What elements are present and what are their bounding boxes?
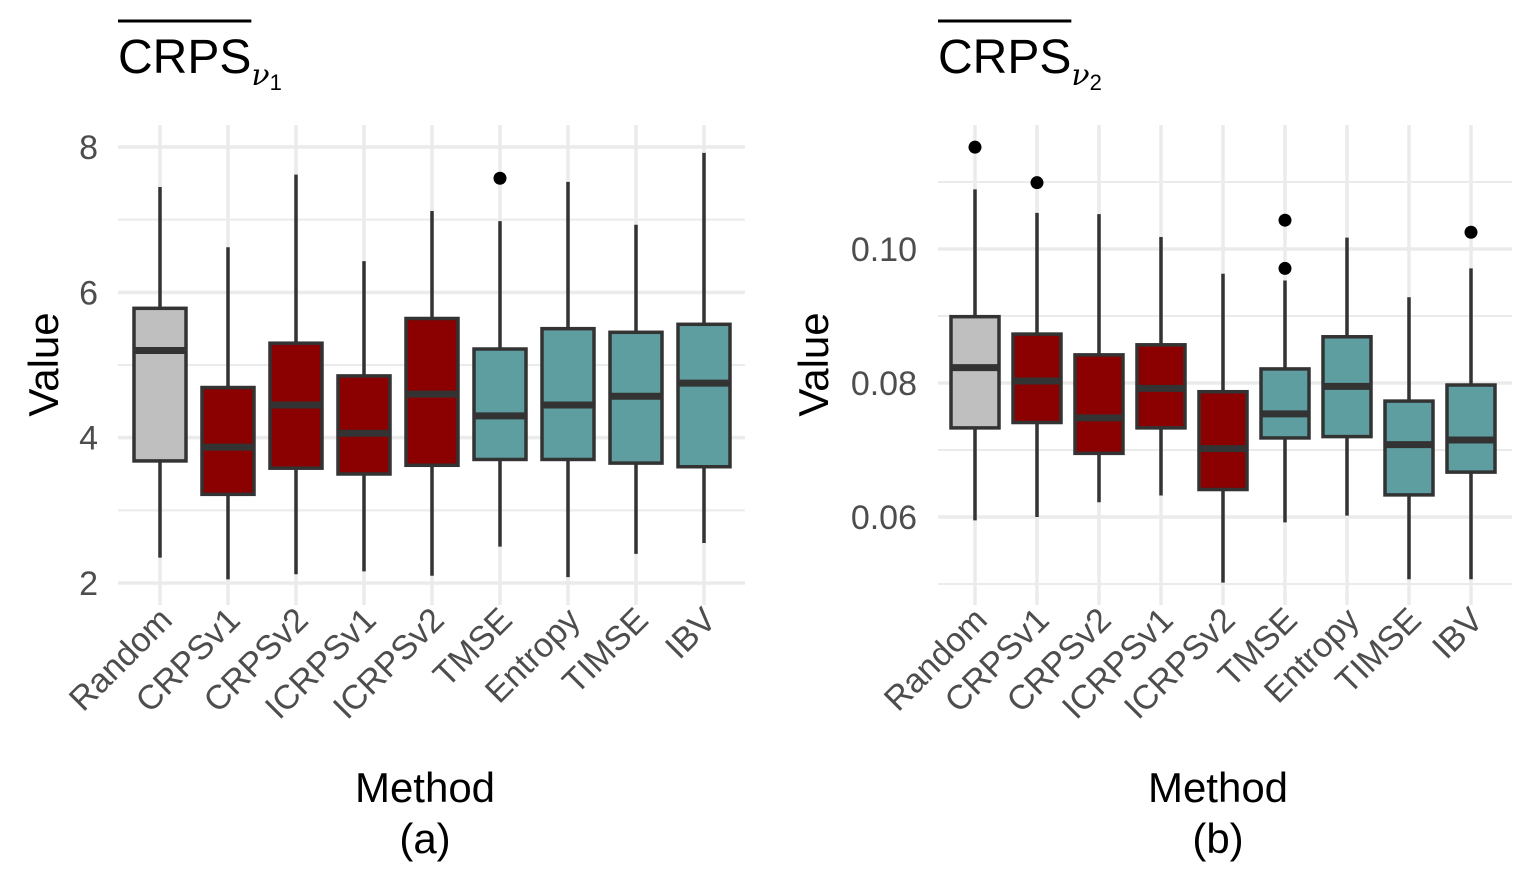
box-ibv <box>1445 383 1497 474</box>
chart-title: CRPSν1 <box>118 31 282 95</box>
x-axis-label: Method <box>1148 764 1288 811</box>
box-tmse <box>1259 367 1311 440</box>
chart-title-subscript-index: 2 <box>1090 70 1102 95</box>
outlier-point <box>1464 225 1478 239</box>
box-random <box>132 306 188 463</box>
box-icrpsv2 <box>1197 389 1249 492</box>
outlier-point <box>968 140 982 154</box>
chart-panel-b: 0.060.080.10RandomCRPSv1CRPSv2ICRPSv1ICR… <box>790 19 1512 862</box>
chart-panel-a: 2468RandomCRPSv1CRPSv2ICRPSv1ICRPSv2TMSE… <box>20 19 745 862</box>
y-tick-label: 0.10 <box>851 231 917 269</box>
chart-title-subscript-index: 1 <box>270 70 282 95</box>
y-tick-label: 4 <box>79 420 98 458</box>
box-icrpsv1 <box>336 374 392 476</box>
y-axis-label: Value <box>20 312 67 416</box>
outlier-point <box>493 171 507 185</box>
y-tick-label: 0.06 <box>851 499 917 537</box>
box-crpsv1 <box>200 385 256 497</box>
chart-title-subscript: ν <box>251 58 269 93</box>
box-tmse <box>472 347 528 462</box>
chart-title: CRPSν2 <box>938 31 1102 95</box>
box-crpsv2 <box>1073 353 1125 456</box>
x-axis-label: Method <box>355 764 495 811</box>
y-tick-label: 8 <box>79 129 98 167</box>
outlier-point <box>1030 176 1044 190</box>
outlier-point <box>1278 213 1292 227</box>
outlier-point <box>1278 261 1292 275</box>
box-random <box>949 314 1001 430</box>
chart-title-subscript: ν <box>1071 58 1089 93</box>
chart-title-main: CRPS <box>118 31 251 84</box>
chart-title-main: CRPS <box>938 31 1071 84</box>
box-ibv <box>676 322 732 469</box>
y-tick-label: 2 <box>79 565 98 603</box>
panel-label: (b) <box>1192 815 1243 862</box>
panel-label: (a) <box>399 815 450 862</box>
y-axis-label: Value <box>790 312 837 416</box>
y-tick-label: 0.08 <box>851 365 917 403</box>
y-tick-label: 6 <box>79 274 98 312</box>
x-tick-label: IBV <box>1425 601 1491 667</box>
x-tick-label: IBV <box>658 601 724 667</box>
box-entropy <box>540 326 596 462</box>
